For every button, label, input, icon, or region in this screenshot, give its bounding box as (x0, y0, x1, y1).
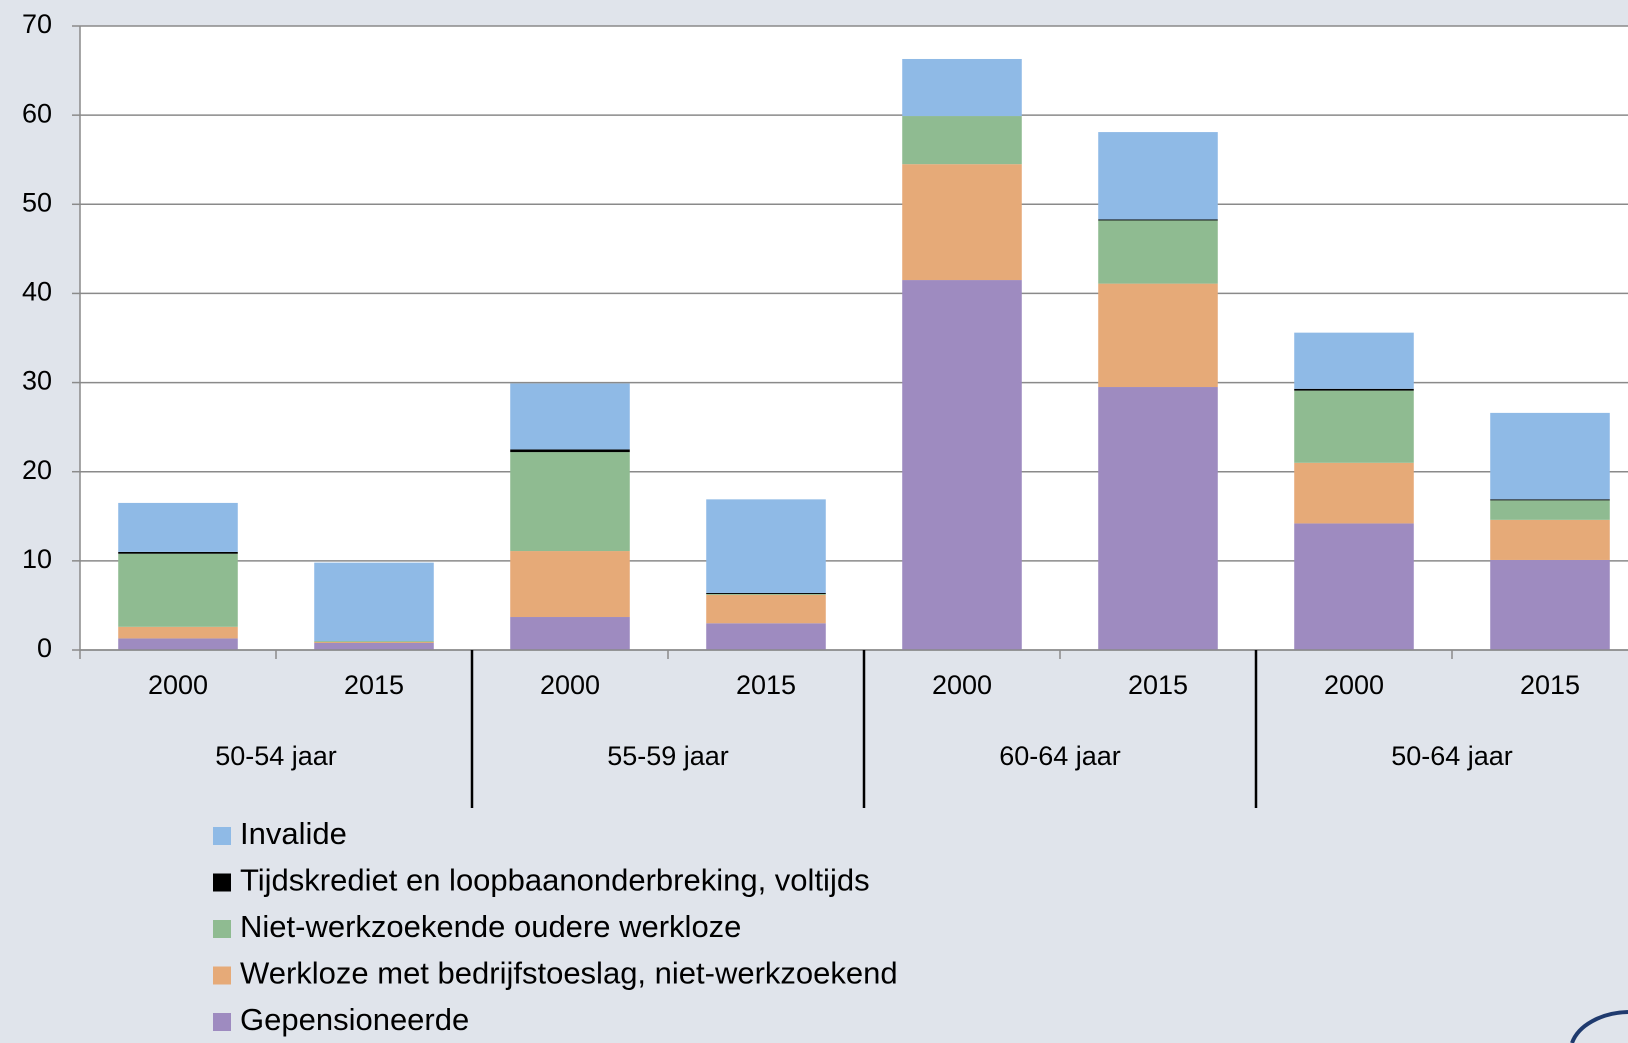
bar-segment (1098, 387, 1218, 650)
legend-swatch (213, 873, 231, 892)
bar-segment (1098, 219, 1218, 221)
legend-swatch (213, 966, 231, 985)
legend-label: Werkloze met bedrijfstoeslag, niet-werkz… (240, 956, 898, 991)
bar-segment (1490, 499, 1610, 501)
axes: 0 10 20 30 40 50 60 70 2000 2015 2000 2015 2000 2015 2… (22, 9, 1628, 808)
bar-segment (1294, 523, 1414, 650)
bar-segment (1098, 132, 1218, 220)
x-tick-label: 2015 (1520, 670, 1580, 700)
bar-segment (706, 623, 826, 650)
bar-segment (510, 452, 630, 552)
legend-label: Invalide (240, 816, 347, 851)
group-label: 50-64 jaar (1391, 741, 1513, 771)
bar-segment (902, 58, 1022, 117)
bars (118, 58, 1610, 650)
x-tick-label: 2015 (344, 670, 404, 700)
bar-segment (706, 592, 826, 594)
bar-segment (314, 562, 434, 642)
bar-segment (902, 164, 1022, 281)
group-label: 60-64 jaar (999, 741, 1121, 771)
x-tick-label: 2000 (1324, 670, 1384, 700)
bar-segment (314, 641, 434, 643)
y-tick-label: 20 (22, 455, 52, 485)
bar-segment (902, 116, 1022, 165)
y-tick-label: 70 (22, 9, 52, 39)
bar-segment (510, 383, 630, 450)
legend-swatch (213, 1013, 231, 1031)
bar-segment (706, 499, 826, 593)
bar-segment (902, 280, 1022, 650)
y-tick-label: 40 (22, 277, 52, 307)
y-tick-label: 30 (22, 366, 52, 396)
bar-segment (706, 594, 826, 624)
legend-label: Tijdskrediet en loopbaanonderbreking, vo… (240, 863, 870, 898)
x-tick-label: 2000 (932, 670, 992, 700)
legend-swatch (213, 920, 231, 938)
bar-segment (1490, 559, 1610, 650)
group-label: 50-54 jaar (215, 741, 337, 771)
legend-swatch (213, 827, 231, 845)
bar-segment (1490, 412, 1610, 500)
bar-segment (314, 641, 434, 643)
bar-segment (1294, 390, 1414, 463)
y-tick-label: 50 (22, 187, 52, 217)
y-tick-label: 10 (22, 544, 52, 574)
logo-arc (1570, 1010, 1628, 1043)
bar-segment (118, 502, 238, 552)
bar-segment (1490, 500, 1610, 520)
legend-label: Niet-werkzoekende oudere werkloze (240, 909, 741, 944)
bar-segment (118, 553, 238, 627)
y-tick-label: 0 (37, 633, 52, 663)
bar-segment (1294, 388, 1414, 391)
bar-segment (510, 551, 630, 618)
legend: Gepensioneerde Werkloze met bedrijfstoesl… (213, 816, 898, 1037)
bar-segment (1098, 220, 1218, 284)
bar-segment (1098, 283, 1218, 388)
x-tick-label: 2000 (148, 670, 208, 700)
bar-segment (118, 551, 238, 554)
x-tick-label: 2015 (736, 670, 796, 700)
bar-segment (706, 593, 826, 595)
x-tick-label: 2000 (540, 670, 600, 700)
bar-segment (314, 642, 434, 650)
legend-label: Gepensioneerde (240, 1002, 469, 1037)
group-label: 55-59 jaar (607, 741, 729, 771)
y-tick-label: 60 (22, 98, 52, 128)
bar-segment (1294, 332, 1414, 389)
bar-segment (1294, 462, 1414, 524)
bar-segment (510, 617, 630, 650)
bar-segment (510, 449, 630, 453)
bar-segment (1490, 519, 1610, 560)
bar-segment (118, 626, 238, 639)
bar-segment (118, 638, 238, 650)
x-tick-label: 2015 (1128, 670, 1188, 700)
